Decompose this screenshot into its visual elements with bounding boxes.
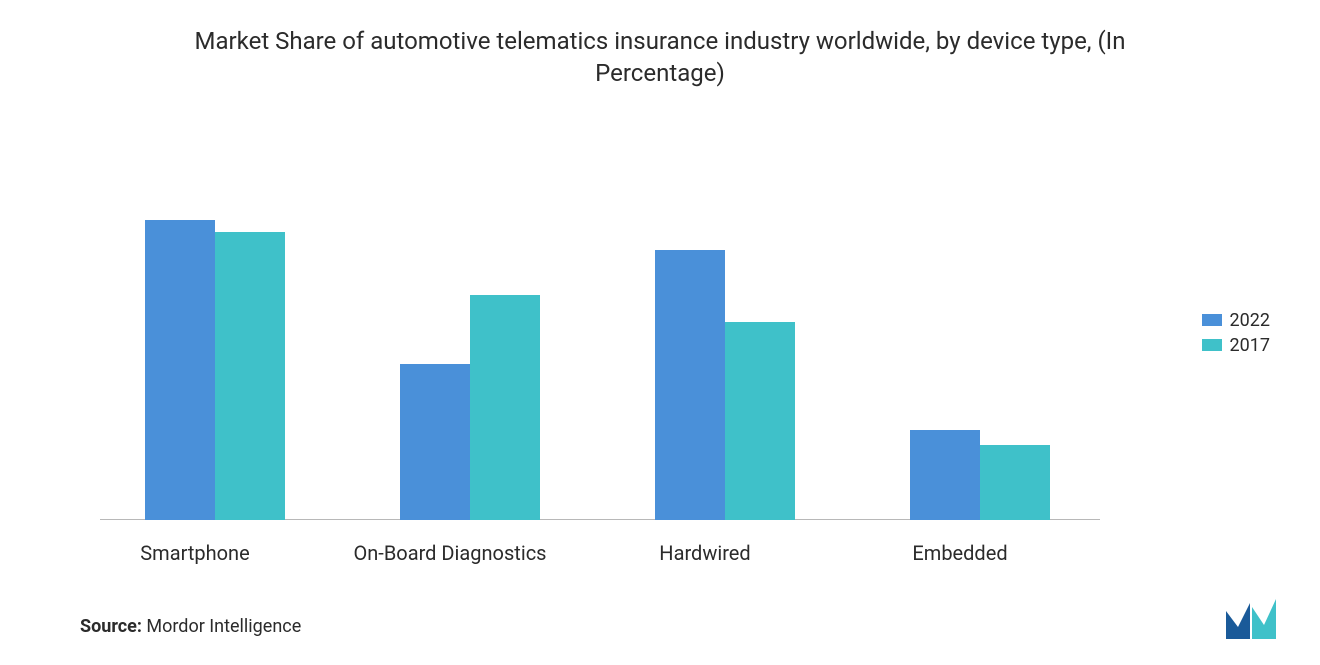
chart-area: Smartphone On-Board Diagnostics Hardwire…: [100, 130, 1100, 565]
legend: 2022 2017: [1202, 306, 1270, 360]
legend-label: 2017: [1230, 335, 1270, 356]
legend-swatch-icon: [1202, 314, 1222, 326]
x-axis-label: On-Board Diagnostics: [340, 541, 560, 565]
mordor-logo-icon: [1226, 599, 1280, 643]
chart-title: Market Share of automotive telematics in…: [0, 0, 1320, 90]
x-axis-label: Smartphone: [85, 541, 305, 565]
plot-region: [100, 220, 1100, 520]
legend-label: 2022: [1230, 310, 1270, 331]
bar-2022: [400, 364, 470, 520]
bar-group: [125, 220, 305, 520]
bar-2022: [145, 220, 215, 520]
source-label: Source:: [80, 616, 142, 637]
x-axis-label: Hardwired: [595, 541, 815, 565]
bar-2022: [910, 430, 980, 520]
bar-2017: [725, 322, 795, 520]
source-attribution: Source: Mordor Intelligence: [80, 616, 301, 637]
legend-item: 2017: [1202, 335, 1270, 356]
bar-group: [890, 430, 1070, 520]
bar-2017: [470, 295, 540, 520]
legend-swatch-icon: [1202, 339, 1222, 351]
legend-item: 2022: [1202, 310, 1270, 331]
bar-group: [380, 295, 560, 520]
bar-2017: [215, 232, 285, 520]
bar-2017: [980, 445, 1050, 520]
bar-group: [635, 250, 815, 520]
source-value: Mordor Intelligence: [146, 616, 301, 637]
bar-2022: [655, 250, 725, 520]
x-axis-label: Embedded: [850, 541, 1070, 565]
